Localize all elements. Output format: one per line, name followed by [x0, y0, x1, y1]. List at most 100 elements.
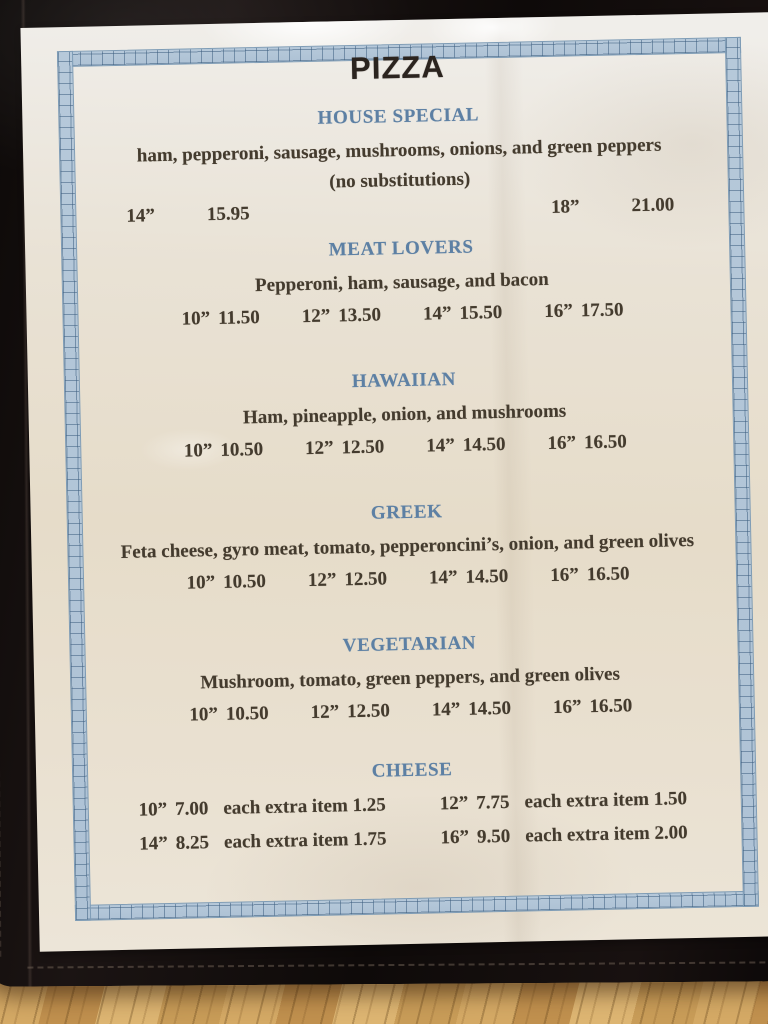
binder-stitching-left [0, 0, 2, 957]
cheese-price-row: 10” 7.00 each extra item 1.25 12” 7.75 e… [83, 787, 743, 823]
section-description: ham, pepperoni, sausage, mushrooms, onio… [136, 134, 662, 167]
pizza-price: 13.50 [338, 304, 382, 327]
extra-item-note: each extra item 2.00 [525, 822, 688, 847]
pizza-price: 8.25 [175, 832, 210, 854]
pizza-size: 14” [139, 833, 169, 855]
price-item: 16” 16.50 [547, 431, 627, 455]
pizza-price: 14.50 [462, 433, 506, 456]
section-hawaiian: HAWAIIAN Ham, pineapple, onion, and mush… [74, 363, 736, 465]
pizza-price: 7.75 [476, 791, 510, 814]
pizza-size: 10” [181, 308, 211, 330]
price-row: 14” 15.95 18” 21.00 [70, 193, 730, 229]
pizza-price: 12.50 [346, 700, 391, 723]
pizza-size: 12” [439, 792, 469, 815]
section-description: Feta cheese, gyro meat, tomato, pepperon… [120, 529, 695, 563]
price-item: 10” 10.50 [189, 703, 269, 727]
pizza-price: 10.50 [225, 702, 269, 725]
section-vegetarian: VEGETARIAN Mushroom, tomato, green peppe… [79, 627, 741, 729]
pizza-size: 10” [186, 571, 216, 594]
section-house-special: HOUSE SPECIAL ham, pepperoni, sausage, m… [68, 99, 730, 229]
pizza-price: 12.50 [341, 436, 385, 459]
section-meat-lovers: MEAT LOVERS Pepperoni, ham, sausage, and… [71, 231, 733, 333]
price-item: 14” 14.50 [429, 566, 509, 590]
price-item: 14” 8.25 [139, 832, 209, 855]
section-greek: GREEK Feta cheese, gyro meat, tomato, pe… [77, 495, 739, 597]
pizza-size: 12” [307, 569, 337, 592]
section-description: Ham, pineapple, onion, and mushrooms [242, 400, 567, 429]
pizza-price: 14.50 [465, 565, 509, 588]
pizza-price: 16.50 [589, 695, 633, 718]
extra-item-note: each extra item 1.50 [524, 788, 688, 813]
price-item: 12” 12.50 [308, 568, 388, 592]
price-item: 16” 17.50 [544, 299, 624, 323]
pizza-size: 12” [304, 437, 334, 460]
price-row: 10” 10.50 12” 12.50 14” 14.50 16” [78, 561, 738, 597]
pizza-size: 14” [428, 566, 458, 589]
price-item: 16” 16.50 [553, 695, 633, 719]
binder-stitching-bottom [27, 961, 768, 969]
section-note: (no substitutions) [329, 168, 471, 193]
price-item: 14” 15.95 [126, 203, 250, 228]
section-description: Mushroom, tomato, green peppers, and gre… [200, 663, 621, 694]
price-item: 10” 11.50 [181, 307, 260, 331]
price-row: 10” 10.50 12” 12.50 14” 14.50 16” [75, 429, 735, 465]
pizza-price: 17.50 [580, 299, 624, 322]
section-heading: HAWAIIAN [351, 368, 457, 393]
pizza-size: 16” [544, 300, 573, 323]
price-item: 14” 14.50 [426, 434, 506, 458]
extra-item-note: each extra item 1.25 [223, 794, 387, 819]
pizza-size: 10” [138, 799, 168, 821]
pizza-size: 16” [550, 564, 579, 586]
section-cheese: CHEESE 10” 7.00 each extra item 1.25 12” [82, 753, 744, 857]
price-item: 10” 10.50 [184, 439, 264, 463]
section-heading: GREEK [370, 501, 443, 524]
pizza-price: 16.50 [586, 563, 630, 586]
section-description: Pepperoni, ham, sausage, and bacon [254, 268, 549, 297]
price-item: 14” 15.50 [423, 302, 503, 326]
pizza-price: 7.00 [174, 798, 209, 820]
pizza-price: 10.50 [220, 438, 264, 461]
cheese-price-row: 14” 8.25 each extra item 1.75 16” 9.50 e… [83, 821, 743, 857]
price-item: 18” 21.00 [551, 194, 675, 219]
pizza-price: 16.50 [583, 431, 627, 454]
price-item: 12” 12.50 [305, 436, 385, 460]
pizza-price: 12.50 [344, 568, 388, 591]
cheese-price-item: 12” 7.75 each extra item 1.50 [440, 788, 688, 815]
pizza-size: 16” [552, 696, 582, 718]
pizza-price: 15.50 [459, 301, 503, 324]
pizza-size: 18” [550, 196, 580, 218]
price-item: 10” 10.50 [186, 571, 266, 595]
pizza-size: 16” [547, 432, 577, 454]
greek-key-border-bottom [74, 890, 760, 921]
pizza-price: 21.00 [631, 194, 675, 217]
price-item: 12” 13.50 [302, 304, 382, 328]
price-item: 10” 7.00 [138, 798, 208, 821]
extra-item-note: each extra item 1.75 [223, 828, 387, 853]
price-item: 12” 12.50 [310, 700, 390, 724]
cheese-price-item: 14” 8.25 each extra item 1.75 [139, 828, 387, 855]
price-item: 16” 9.50 [440, 826, 510, 849]
pizza-size: 10” [183, 440, 213, 462]
pizza-size: 16” [440, 826, 470, 849]
section-heading: VEGETARIAN [342, 632, 477, 657]
section-heading: MEAT LOVERS [328, 236, 474, 261]
pizza-size: 10” [189, 703, 219, 726]
menu-content: PIZZA HOUSE SPECIAL ham, pepperoni, saus… [67, 43, 744, 857]
pizza-size: 14” [431, 698, 461, 721]
pizza-size: 14” [126, 205, 156, 227]
price-row: 10” 10.50 12” 12.50 14” 14.50 16” [81, 693, 741, 729]
cheese-price-item: 10” 7.00 each extra item 1.25 [138, 794, 386, 821]
price-row: 10” 11.50 12” 13.50 14” 15.50 16” [72, 297, 732, 333]
price-item: 14” 14.50 [432, 698, 512, 722]
pizza-price: 10.50 [222, 570, 267, 593]
menu-binder: PIZZA HOUSE SPECIAL ham, pepperoni, saus… [0, 0, 768, 987]
pizza-size: 14” [426, 434, 456, 457]
section-heading: HOUSE SPECIAL [317, 104, 480, 129]
pizza-size: 12” [310, 701, 340, 724]
cheese-price-item: 16” 9.50 each extra item 2.00 [440, 822, 688, 849]
pizza-price: 11.50 [217, 307, 261, 329]
pizza-price: 15.95 [206, 203, 250, 226]
pizza-price: 9.50 [476, 825, 511, 848]
pizza-size: 12” [301, 305, 331, 328]
